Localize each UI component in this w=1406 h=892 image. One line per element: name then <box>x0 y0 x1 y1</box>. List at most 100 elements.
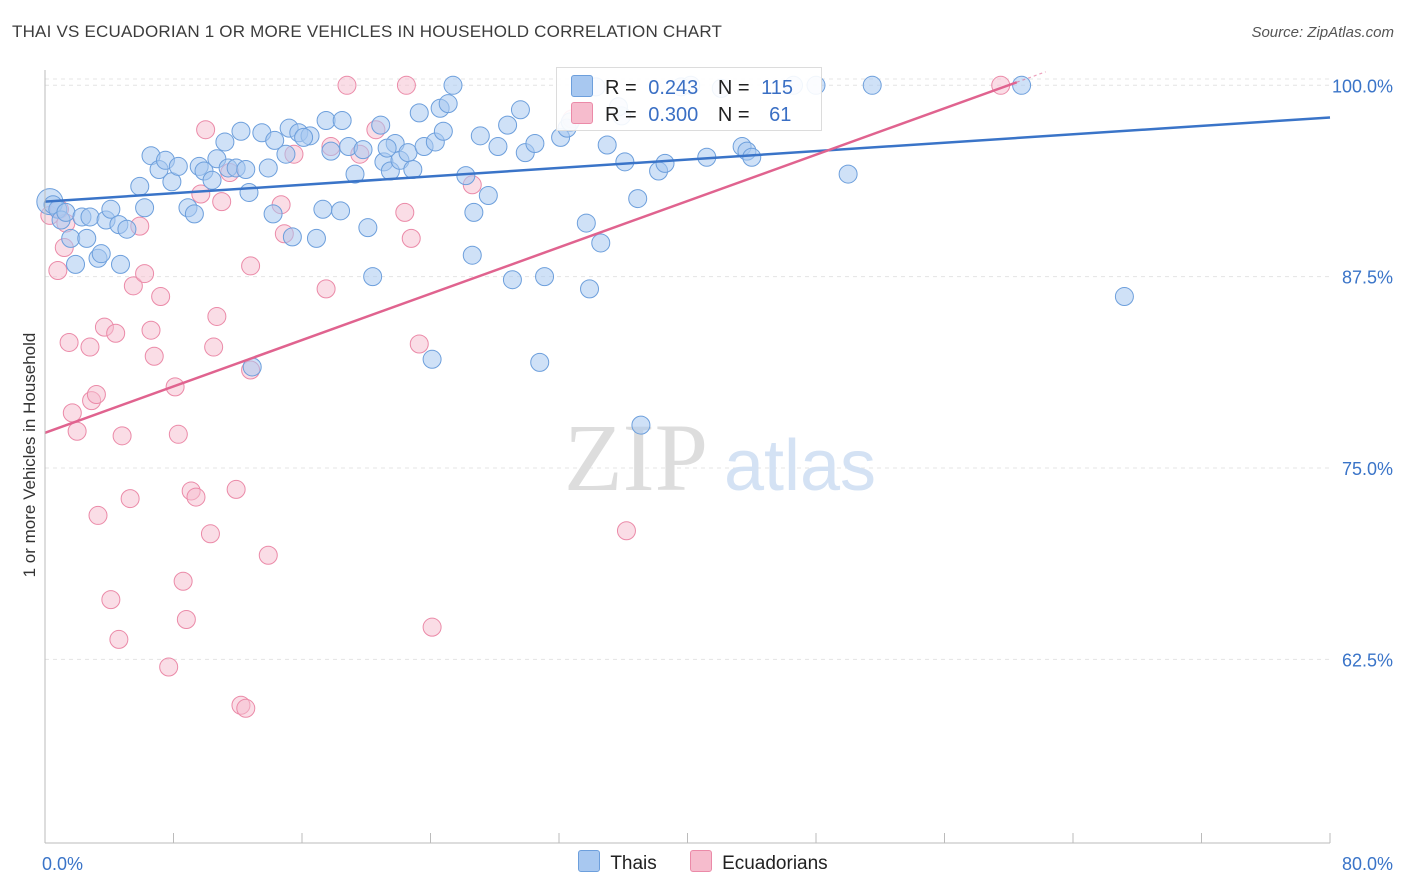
thais-point <box>91 244 111 264</box>
thais-point <box>168 156 188 176</box>
ecuadorians-point <box>101 590 121 610</box>
thais-point <box>371 115 391 135</box>
trend-lines <box>44 71 1331 434</box>
thais-point <box>215 132 235 152</box>
thais-point <box>276 144 296 164</box>
thais-point <box>117 219 137 239</box>
thais-point <box>236 159 256 179</box>
ecuadorians-point <box>191 184 211 204</box>
thais-point <box>377 138 397 158</box>
ecuadorians-point <box>186 487 206 507</box>
thais-point <box>321 141 341 161</box>
thais-point <box>231 121 251 141</box>
thais-point <box>294 127 314 147</box>
thais-point <box>77 228 97 248</box>
thais-point <box>498 115 518 135</box>
watermark-atlas: atlas <box>724 426 876 506</box>
ecuadorians-point <box>135 264 155 284</box>
thais-point <box>135 198 155 218</box>
thais-point <box>862 75 882 95</box>
thais-point <box>478 186 498 206</box>
thais-swatch <box>571 75 593 97</box>
thais-point <box>631 415 651 435</box>
thais-point <box>101 199 121 219</box>
thais-point <box>576 213 596 233</box>
r-label: R = <box>605 104 637 126</box>
thais-point <box>184 204 204 224</box>
thais-point <box>464 202 484 222</box>
thais-point <box>306 228 326 248</box>
thais-point <box>628 189 648 209</box>
ecuadorians-point <box>395 202 415 222</box>
thais-point <box>353 140 373 160</box>
thais-point <box>313 199 333 219</box>
r-label: R = <box>605 77 637 99</box>
y-tick-label: 75.0% <box>1342 459 1393 479</box>
thais-point <box>535 267 555 287</box>
ecuadorians-point <box>396 75 416 95</box>
y-tick-label: 62.5% <box>1342 650 1393 670</box>
ecuadorians-point <box>258 545 278 565</box>
x-tick-label-max: 80.0% <box>1342 854 1393 874</box>
ecuadorians-point <box>159 657 179 677</box>
thais-point <box>363 267 383 287</box>
ecuadorians-trend-extension <box>1016 71 1046 83</box>
ecuadorians-point <box>120 489 140 509</box>
ecuadorians-point <box>241 256 261 276</box>
ecuadorians-n-value: 61 <box>769 104 792 126</box>
thais-point <box>462 245 482 265</box>
ecuadorians-point <box>200 524 220 544</box>
thais-point <box>580 279 600 299</box>
n-label: N = <box>717 104 750 126</box>
thais-point <box>398 143 418 163</box>
ecuadorians-point <box>337 75 357 95</box>
ecuadorians-point <box>176 610 196 630</box>
thais-point <box>655 153 675 173</box>
series-legend: Thais Ecuadorians <box>0 850 1406 875</box>
thais-point <box>130 176 150 196</box>
n-label: N = <box>717 77 750 99</box>
ecuadorians-point <box>144 346 164 366</box>
thais-point <box>591 233 611 253</box>
thais-point <box>1012 75 1032 95</box>
thais-point <box>316 111 336 131</box>
ecuadorians-point <box>80 337 100 357</box>
ecuadorians-point <box>168 424 188 444</box>
thais-legend-label: Thais <box>610 853 657 874</box>
ecuadorians-point <box>112 426 132 446</box>
thais-point <box>282 227 302 247</box>
thais-point <box>265 130 285 150</box>
thais-point <box>66 254 86 274</box>
ecuadorians-point <box>196 120 216 140</box>
thais-point <box>409 103 429 123</box>
thais-point <box>433 121 453 141</box>
thais-point <box>470 126 490 146</box>
ecuadorians-point <box>48 261 68 281</box>
ecuadorians-point <box>67 421 87 441</box>
thais-trend-line <box>44 116 1331 203</box>
ecuadorians-point <box>616 521 636 541</box>
thais-point <box>239 182 259 202</box>
thais-point <box>80 207 100 227</box>
legend-item-thais: Thais <box>578 850 657 875</box>
chart-title: THAI VS ECUADORIAN 1 OR MORE VEHICLES IN… <box>12 22 723 41</box>
ecuadorians-legend-swatch <box>690 850 713 872</box>
ecuadorians-point <box>86 385 106 405</box>
thais-point <box>438 94 458 114</box>
thais-point <box>530 352 550 372</box>
ecuadorians-point <box>109 629 129 649</box>
ecuadorians-point <box>106 323 126 343</box>
thais-point <box>742 147 762 167</box>
ecuadorians-point <box>151 287 171 307</box>
thais-point <box>838 164 858 184</box>
ecuadorians-point <box>173 571 193 591</box>
ecuadorians-point <box>236 698 256 718</box>
watermark: ZIP atlas <box>564 404 876 511</box>
ecuadorians-point <box>422 617 442 637</box>
thais-point <box>258 158 278 178</box>
ecuadorians-point <box>204 337 224 357</box>
thais-point <box>615 152 635 172</box>
thais-legend-swatch <box>578 850 601 872</box>
thais-point <box>422 349 442 369</box>
